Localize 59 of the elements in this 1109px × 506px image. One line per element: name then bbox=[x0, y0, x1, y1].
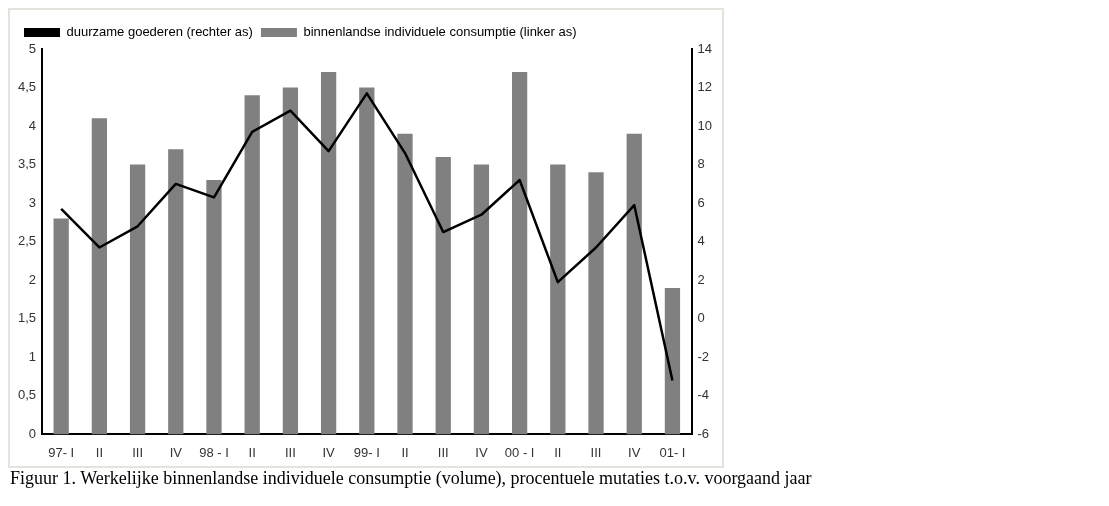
x-tick-label: III bbox=[284, 444, 296, 460]
y2-tick-label: 10 bbox=[697, 117, 713, 133]
bar bbox=[320, 72, 337, 435]
legend-label: duurzame goederen (rechter as) bbox=[66, 24, 253, 40]
x-tick-label: 99- I bbox=[353, 444, 380, 460]
y2-tick-label: -4 bbox=[697, 387, 710, 403]
x-tick-label: IV bbox=[322, 444, 336, 460]
y-tick-label: 5 bbox=[28, 40, 37, 56]
y-tick-label: 4 bbox=[28, 117, 37, 133]
bar bbox=[664, 287, 681, 435]
bar bbox=[282, 87, 299, 435]
x-tick-label: IV bbox=[628, 444, 641, 460]
x-tick-label: II bbox=[95, 444, 103, 460]
x-tick-label: 97- I bbox=[48, 444, 75, 460]
x-tick-label: II bbox=[401, 444, 409, 460]
y-tick-label: 2 bbox=[28, 271, 37, 287]
y-tick-label: 3 bbox=[28, 194, 37, 210]
bar bbox=[244, 95, 260, 435]
y2-tick-label: 4 bbox=[697, 233, 705, 249]
y2-tick-label: 6 bbox=[697, 194, 705, 210]
x-tick-label: II bbox=[248, 444, 256, 460]
y-tick-label: 4,5 bbox=[17, 79, 37, 95]
bar bbox=[626, 133, 642, 435]
y2-tick-label: -2 bbox=[697, 348, 710, 364]
y2-tick-label: 12 bbox=[697, 79, 713, 95]
y2-tick-label: 8 bbox=[697, 156, 705, 172]
bar bbox=[53, 218, 69, 435]
bar bbox=[129, 164, 146, 435]
bar bbox=[91, 118, 108, 435]
legend-label: binnenlandse individuele consumptie (linker as) bbox=[303, 24, 577, 40]
x-tick-label: 00 - I bbox=[504, 444, 535, 460]
bar bbox=[359, 87, 375, 435]
y-tick-label: 0 bbox=[28, 425, 37, 441]
bar bbox=[511, 72, 528, 435]
x-tick-label: III bbox=[132, 444, 143, 460]
bar bbox=[473, 164, 490, 435]
y-tick-label: 1,5 bbox=[17, 310, 37, 326]
bar bbox=[168, 149, 184, 435]
x-tick-label: 98 - I bbox=[199, 444, 229, 460]
x-tick-label: IV bbox=[475, 444, 488, 460]
text: Figuur 1. Werkelijke binnenlandse individuele consumptie (volume), procentuele mutaties t.o.v. voorgaand jaar bbox=[10, 468, 812, 489]
y-tick-label: 2,5 bbox=[17, 233, 37, 249]
y-tick-label: 0,5 bbox=[17, 387, 37, 403]
x-tick-label: II bbox=[554, 444, 562, 460]
x-tick-label: III bbox=[437, 444, 449, 460]
y-tick-label: 3,5 bbox=[17, 156, 37, 172]
x-tick-label: 01- I bbox=[659, 444, 686, 460]
bar bbox=[550, 164, 566, 435]
y2-tick-label: -6 bbox=[697, 425, 710, 441]
y2-tick-label: 0 bbox=[697, 310, 705, 326]
y-tick-label: 1 bbox=[28, 348, 37, 364]
x-tick-label: III bbox=[590, 444, 602, 460]
bar bbox=[206, 180, 222, 435]
bar bbox=[588, 172, 604, 435]
x-tick-label: IV bbox=[169, 444, 183, 460]
bar bbox=[397, 133, 413, 435]
bar bbox=[435, 156, 451, 435]
y2-tick-label: 2 bbox=[697, 271, 705, 287]
y2-tick-label: 14 bbox=[697, 40, 713, 56]
